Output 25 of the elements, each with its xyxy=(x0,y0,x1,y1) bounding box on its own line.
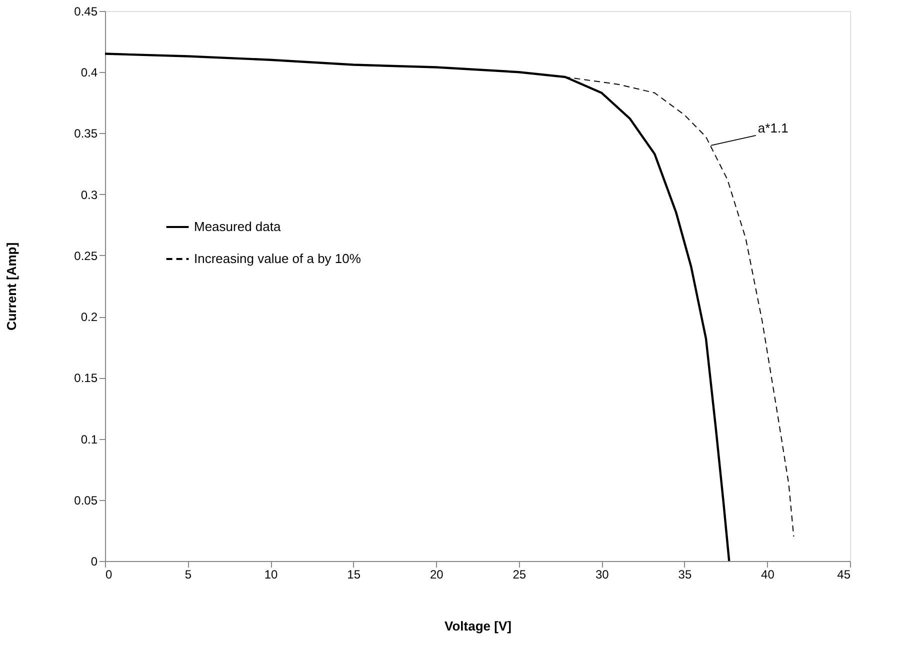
y-tick-label: 0.3 xyxy=(80,188,98,202)
x-tick-label: 15 xyxy=(347,568,361,582)
y-tick-label: 0.4 xyxy=(80,66,98,80)
y-tick-label: 0.25 xyxy=(74,248,98,263)
x-tick-label: 10 xyxy=(264,568,278,582)
y-tick-label: 0.15 xyxy=(74,371,98,386)
x-tick-label: 20 xyxy=(430,568,444,582)
y-tick-label: 0 xyxy=(90,554,98,568)
x-tick-label: 25 xyxy=(512,568,526,582)
legend-label: Measured data xyxy=(194,219,282,234)
x-tick-label: 5 xyxy=(184,568,192,582)
y-tick-label: 0.1 xyxy=(80,432,98,446)
legend-label: Increasing value of a by 10% xyxy=(194,251,362,266)
x-tick-label: 45 xyxy=(837,568,851,582)
y-tick-label: 0.2 xyxy=(80,310,98,324)
y-tick-label: 0.45 xyxy=(74,4,98,18)
x-tick-label: 0 xyxy=(106,568,112,582)
y-tick-label: 0.05 xyxy=(74,493,98,508)
y-tick-label: 0.35 xyxy=(74,126,98,141)
x-tick-label: 30 xyxy=(595,568,610,582)
x-tick-label: 35 xyxy=(678,568,692,582)
y-axis-title: Current [Amp] xyxy=(4,242,20,331)
x-axis-title: Voltage [V] xyxy=(444,618,512,634)
x-tick-label: 40 xyxy=(761,568,775,582)
annotation: a*1.1 xyxy=(758,120,788,136)
